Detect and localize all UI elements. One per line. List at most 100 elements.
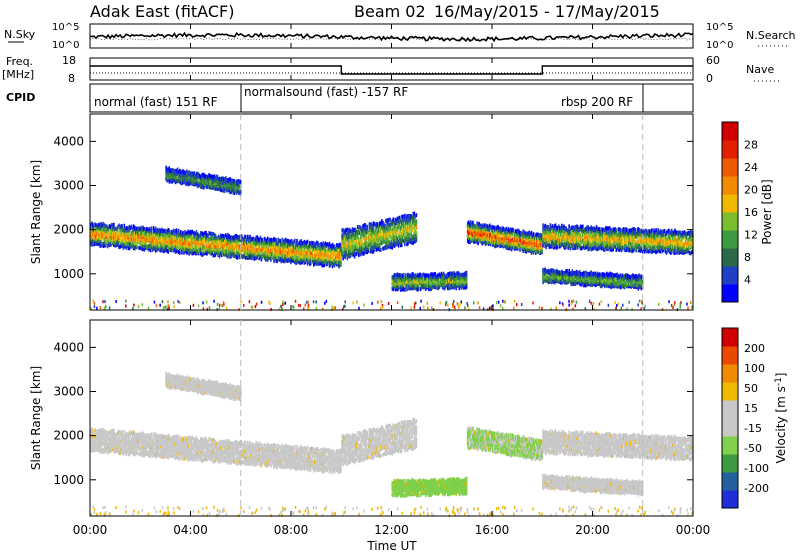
power-cell <box>405 276 407 281</box>
power-cell <box>523 247 525 251</box>
power-cell <box>503 227 506 232</box>
power-cell <box>362 233 364 238</box>
power-cell <box>323 263 326 268</box>
power-cell <box>125 226 128 231</box>
power-cell <box>297 245 299 250</box>
power-cell <box>317 249 319 254</box>
power-cell <box>287 247 290 252</box>
power-cell <box>220 238 223 243</box>
power-cell <box>174 228 177 233</box>
power-cell <box>455 272 457 277</box>
power-cell <box>458 286 461 291</box>
power-cell <box>104 224 107 229</box>
power-cell <box>388 228 390 233</box>
power-cell <box>353 254 356 259</box>
power-cell <box>474 229 476 234</box>
power-cell <box>560 232 562 237</box>
power-cell <box>272 246 274 251</box>
power-cell <box>489 224 492 229</box>
power-cell <box>656 241 658 246</box>
power-cell <box>391 245 394 250</box>
power-cell <box>394 229 397 234</box>
power-cell <box>363 247 365 252</box>
power-cell <box>623 228 626 233</box>
power-cell <box>253 256 255 261</box>
power-cell <box>658 245 661 250</box>
power-cell <box>481 231 484 236</box>
power-cell <box>628 243 630 248</box>
power-cell <box>652 237 654 242</box>
power-cell <box>651 243 653 248</box>
power-cell <box>248 237 250 242</box>
power-cell <box>164 247 166 251</box>
power-cell <box>517 240 519 245</box>
power-cell <box>175 228 178 233</box>
power-cell <box>252 254 254 258</box>
power-cell <box>203 244 205 249</box>
power-cell <box>627 245 629 250</box>
power-cell <box>673 238 675 243</box>
power-cell <box>320 257 322 262</box>
power-cell <box>172 228 175 233</box>
power-cell <box>328 263 331 268</box>
power-cell <box>652 233 654 238</box>
power-cell <box>358 248 360 253</box>
power-cell <box>263 252 266 257</box>
power-cell <box>355 244 358 249</box>
power-cell <box>256 241 259 245</box>
power-cell <box>488 227 491 232</box>
power-cell <box>478 221 480 226</box>
power-cell <box>181 250 183 255</box>
power-cell <box>362 246 364 250</box>
power-cell <box>532 241 535 246</box>
power-cell <box>534 239 537 244</box>
power-cell <box>591 236 594 241</box>
power-cell <box>477 228 479 233</box>
power-cell <box>243 243 246 248</box>
power-cell <box>148 247 151 252</box>
power-cell <box>563 237 565 242</box>
power-cell <box>579 236 582 241</box>
power-cell <box>225 237 227 242</box>
power-cell <box>278 251 280 256</box>
power-cell <box>539 233 541 238</box>
power-cell <box>246 247 248 252</box>
power-cell <box>638 248 641 253</box>
power-heatmap <box>90 165 694 312</box>
power-cell <box>325 262 328 267</box>
power-cell <box>331 261 334 266</box>
power-cell <box>107 235 110 240</box>
nsky-axis-top: 10^5 <box>52 22 79 33</box>
power-cell <box>340 247 342 252</box>
power-cell <box>405 220 407 225</box>
power-cell <box>343 241 345 246</box>
power-cell <box>324 252 327 257</box>
power-cell <box>316 261 318 266</box>
power-cell <box>556 225 559 230</box>
power-cell <box>463 277 466 282</box>
power-cell <box>383 228 385 233</box>
power-cell <box>431 272 433 277</box>
power-cell <box>386 245 388 250</box>
power-cell <box>582 231 584 235</box>
power-cell <box>175 231 178 236</box>
power-cell <box>233 253 235 258</box>
power-cell <box>117 243 119 247</box>
power-cell <box>321 257 323 262</box>
power-cell <box>482 237 485 242</box>
power-cell <box>413 219 416 224</box>
power-cell <box>255 247 257 252</box>
power-cell <box>442 280 445 285</box>
power-cell <box>323 252 326 257</box>
power-cell <box>248 253 250 258</box>
power-cell <box>122 232 125 237</box>
power-cell <box>396 236 399 241</box>
power-cell <box>270 254 272 259</box>
power-cell <box>378 242 381 247</box>
power-cell <box>157 230 159 235</box>
power-cell <box>362 251 364 256</box>
power-cell <box>639 232 642 237</box>
power-cell <box>197 239 200 244</box>
power-cell <box>514 241 516 246</box>
power-cell <box>524 231 527 236</box>
